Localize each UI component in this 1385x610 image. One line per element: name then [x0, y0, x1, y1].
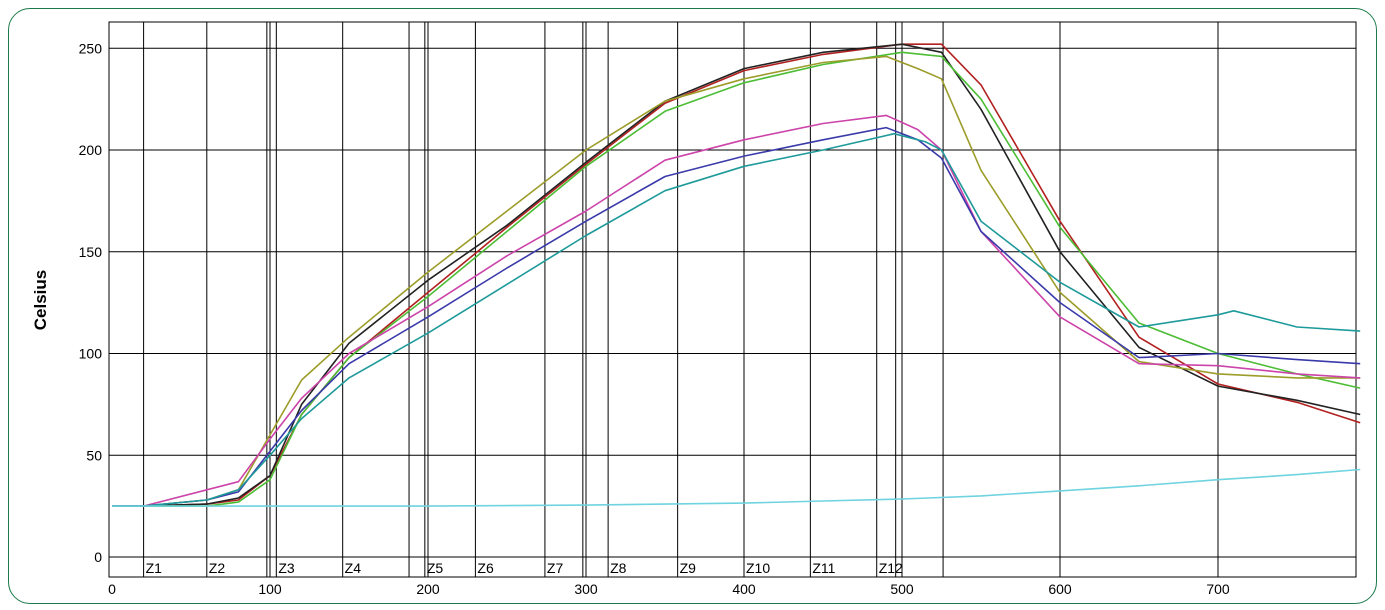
chart-frame: [8, 8, 1377, 604]
zone-label-6: Z6: [477, 560, 494, 576]
series-line-1: [112, 43, 1361, 507]
zone-label-7: Z7: [547, 560, 564, 576]
series-line-4: [112, 55, 1361, 507]
zone-label-8: Z8: [610, 560, 627, 576]
x-tick-label-4: 400: [732, 581, 756, 597]
plot-area: [108, 21, 1357, 578]
series-line-3: [112, 51, 1361, 507]
series-lines: [112, 43, 1361, 507]
y-tick-label-4: 200: [79, 142, 103, 158]
series-line-5: [112, 114, 1361, 507]
series-line-7: [112, 132, 1361, 507]
x-tick-label-2: 200: [416, 581, 440, 597]
y-tick-label-1: 50: [86, 447, 102, 463]
zone-label-4: Z4: [345, 560, 362, 576]
y-axis-ticks: 0 50 100 150 200 250: [79, 40, 103, 565]
x-tick-label-5: 500: [890, 581, 914, 597]
zone-label-5: Z5: [427, 560, 444, 576]
y-tick-label-2: 100: [79, 346, 103, 362]
y-axis-label: Celsius: [31, 270, 50, 330]
series-line-8: [112, 468, 1361, 507]
zone-label-9: Z9: [680, 560, 697, 576]
zone-label-10: Z10: [746, 560, 770, 576]
x-tick-label-6: 600: [1048, 581, 1072, 597]
y-tick-label-3: 150: [79, 244, 103, 260]
zone-label-11: Z11: [812, 560, 835, 576]
zone-label-3: Z3: [278, 560, 295, 576]
x-tick-label-1: 100: [258, 581, 282, 597]
x-axis-ticks: 0 100 200 300 400 500 600 700: [108, 581, 1230, 597]
y-tick-label-5: 250: [79, 40, 103, 56]
x-tick-label-0: 0: [108, 581, 116, 597]
zone-label-1: Z1: [146, 560, 163, 576]
zone-markers: Z1 Z2 Z3 Z4 Z5 Z6 Z7 Z8 Z9 Z10 Z11 Z12: [143, 22, 944, 577]
x-tick-label-7: 700: [1206, 581, 1230, 597]
zone-label-2: Z2: [209, 560, 226, 576]
x-tick-label-3: 300: [574, 581, 598, 597]
y-tick-label-0: 0: [94, 549, 102, 565]
zone-label-12: Z12: [879, 560, 903, 576]
